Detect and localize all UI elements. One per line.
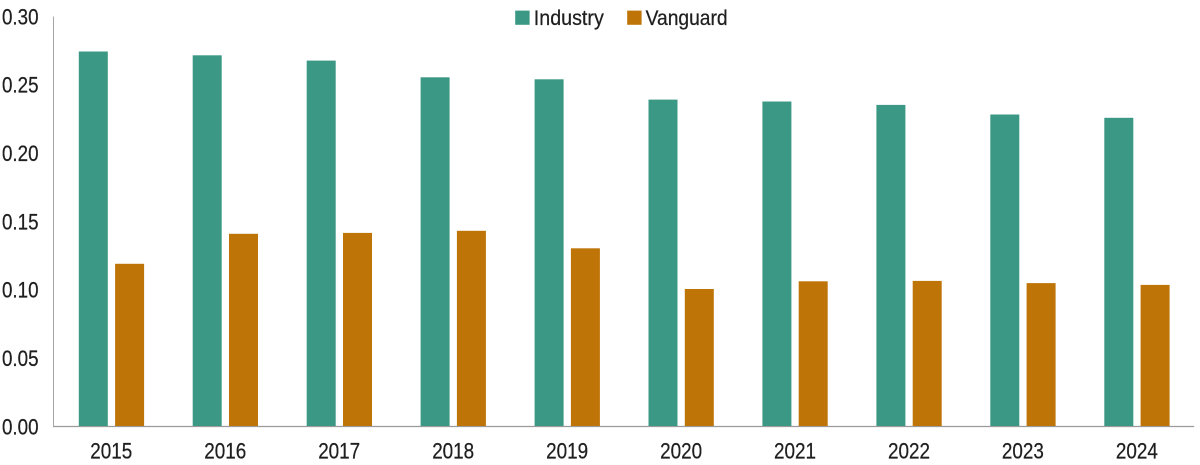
svg-text:0.05: 0.05 [2, 346, 39, 371]
svg-text:2024: 2024 [1116, 438, 1158, 463]
svg-text:2017: 2017 [318, 438, 360, 463]
svg-text:2018: 2018 [432, 438, 474, 463]
svg-text:2022: 2022 [888, 438, 930, 463]
svg-text:0.30: 0.30 [2, 4, 39, 29]
svg-text:2015: 2015 [90, 438, 132, 463]
svg-text:2019: 2019 [546, 438, 588, 463]
svg-text:0.00: 0.00 [2, 414, 39, 439]
svg-text:2023: 2023 [1002, 438, 1044, 463]
svg-text:0.20: 0.20 [2, 141, 39, 166]
svg-text:0.25: 0.25 [2, 73, 39, 98]
svg-text:2021: 2021 [774, 438, 816, 463]
svg-text:2016: 2016 [204, 438, 246, 463]
svg-text:0.15: 0.15 [2, 209, 39, 234]
svg-text:2020: 2020 [660, 438, 702, 463]
svg-text:0.10: 0.10 [2, 278, 39, 303]
svg-text:Industry: Industry [534, 7, 604, 30]
svg-text:Vanguard: Vanguard [646, 7, 728, 30]
